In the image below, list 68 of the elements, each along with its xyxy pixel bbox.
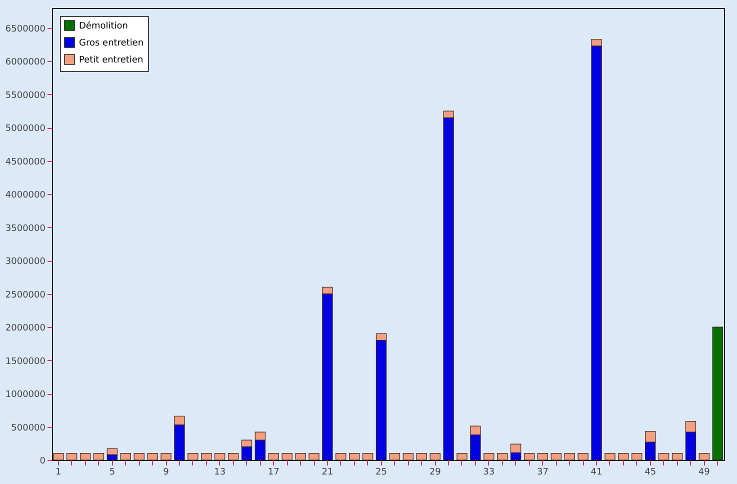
- bar: [672, 453, 683, 460]
- bar: [712, 326, 723, 460]
- bar: [402, 453, 414, 460]
- legend-label: Petit entretien: [79, 56, 144, 66]
- bar: [456, 453, 468, 460]
- bar: [282, 453, 292, 460]
- bar: [228, 453, 239, 460]
- bar: [93, 453, 104, 460]
- legend-label: Gros entretien: [79, 38, 144, 48]
- x-tick-label: 29: [429, 468, 442, 478]
- bar: [268, 453, 279, 460]
- bar: [497, 453, 508, 460]
- bar: [389, 453, 400, 460]
- bar: [550, 453, 562, 460]
- bar: [201, 453, 212, 460]
- y-tick-label: 6500000: [5, 24, 46, 34]
- bar: [578, 453, 588, 460]
- x-tick-label: 33: [483, 468, 495, 478]
- bar: [147, 453, 158, 460]
- x-tick-label: 25: [376, 468, 387, 478]
- x-tick-label: 45: [644, 468, 656, 478]
- bar: [349, 453, 360, 460]
- y-tick-label: 0: [40, 456, 46, 466]
- bar: [120, 453, 132, 460]
- bar: [160, 453, 172, 460]
- bar: [632, 453, 642, 460]
- bar: [214, 453, 226, 460]
- y-tick-label: 5500000: [5, 90, 46, 101]
- bar: [484, 453, 494, 460]
- bar: [336, 453, 346, 460]
- legend-label: Démolition: [79, 20, 128, 32]
- bar: [188, 453, 198, 460]
- y-tick-label: 2500000: [5, 290, 46, 300]
- y-tick-label: 500000: [11, 423, 46, 434]
- x-tick-label: 13: [214, 468, 226, 478]
- x-tick-label: 1: [56, 468, 62, 478]
- y-tick-label: 1500000: [5, 356, 46, 367]
- bar: [618, 453, 629, 460]
- x-tick-label: 5: [109, 468, 116, 478]
- x-tick-label: 41: [590, 468, 602, 478]
- y-tick-label: 2000000: [5, 324, 46, 334]
- bar: [295, 453, 306, 460]
- bar: [604, 453, 616, 460]
- y-tick-label: 5000000: [5, 124, 46, 134]
- bar: [537, 453, 548, 460]
- y-tick-label: 3000000: [5, 257, 46, 268]
- bar: [66, 453, 78, 460]
- bar: [658, 453, 670, 460]
- y-tick-label: 4000000: [5, 190, 46, 201]
- bar: [564, 453, 575, 460]
- x-tick-label: 37: [536, 468, 548, 478]
- y-tick-label: 6000000: [5, 58, 46, 68]
- bar: [430, 453, 440, 460]
- y-tick-label: 1000000: [5, 390, 46, 400]
- x-tick-label: 21: [322, 468, 334, 478]
- bar: [362, 453, 374, 460]
- x-tick-label: 17: [268, 468, 280, 478]
- y-tick-label: 3500000: [5, 224, 46, 234]
- bar: [134, 453, 144, 460]
- bar: [80, 453, 91, 460]
- bar: [53, 453, 64, 460]
- bar: [416, 453, 427, 460]
- x-tick-label: 49: [698, 468, 710, 478]
- bar: [524, 453, 535, 460]
- x-tick-label: 9: [163, 468, 170, 478]
- y-tick-label: 4500000: [5, 157, 46, 168]
- bar: [308, 453, 320, 460]
- bar: [698, 453, 710, 460]
